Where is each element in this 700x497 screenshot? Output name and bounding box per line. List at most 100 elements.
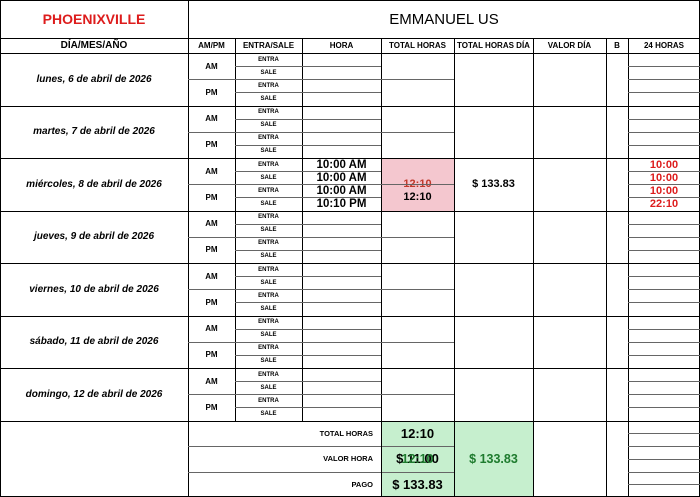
- h24-value: [628, 79, 700, 92]
- grid-line: [188, 471, 454, 473]
- grid-line: [235, 184, 381, 186]
- h24-value: [628, 145, 700, 158]
- employee-name: EMMANUEL US: [389, 10, 499, 28]
- grid-line: [0, 53, 700, 55]
- entra-label: ENTRA: [258, 345, 279, 352]
- h24-value: 10:00: [649, 171, 679, 184]
- grid-line: [628, 249, 700, 251]
- grid-line: [188, 131, 235, 133]
- grid-line: [381, 131, 454, 133]
- grid-line: [188, 289, 235, 291]
- summary-hour-rate-label: VALOR HORA: [323, 454, 373, 464]
- sale-label: SALE: [260, 410, 277, 417]
- grid-line: [235, 197, 381, 199]
- sale-label: SALE: [260, 253, 277, 260]
- h24-value: [628, 106, 700, 119]
- location-title: PHOENIXVILLE: [42, 11, 146, 27]
- summary-total-hours-value: 12:10: [400, 425, 435, 441]
- hour-value: 10:00 AM: [316, 158, 367, 171]
- grid-line: [235, 38, 236, 421]
- hour-value: [302, 79, 381, 92]
- grid-line: [628, 171, 700, 172]
- entra-label: ENTRA: [258, 82, 279, 89]
- grid-line: [628, 197, 700, 199]
- h24-value: [628, 237, 700, 250]
- sale-label: SALE: [260, 122, 277, 129]
- grid-line: [628, 276, 700, 277]
- entra-label: ENTRA: [258, 161, 279, 168]
- h24-value: [628, 119, 700, 132]
- grid-line: [628, 236, 700, 238]
- day-date: domingo, 12 de abril de 2026: [25, 388, 163, 400]
- grid-line: [628, 184, 700, 186]
- column-header-ampm: AM/PM: [198, 41, 225, 50]
- grid-line: [0, 368, 700, 370]
- hour-value: 10:00 AM: [316, 184, 367, 197]
- h24-value: [628, 329, 700, 342]
- grid-line: [188, 184, 235, 186]
- grid-line: [0, 0, 700, 2]
- h24-value: [628, 263, 700, 276]
- am-label: AM: [205, 114, 218, 124]
- hour-value: [302, 368, 381, 381]
- day-date: sábado, 11 de abril de 2026: [29, 336, 159, 348]
- am-label: AM: [205, 376, 218, 386]
- column-header-date: DÍA/MES/AÑO: [60, 40, 128, 51]
- day-date: jueves, 9 de abril de 2026: [33, 231, 155, 243]
- grid-line: [188, 446, 454, 447]
- column-header-hora: HORA: [329, 41, 354, 50]
- hour-value: [302, 250, 381, 263]
- sale-label: SALE: [260, 358, 277, 365]
- grid-line: [188, 79, 235, 81]
- day-value: [454, 53, 533, 106]
- sale-label: SALE: [260, 200, 277, 207]
- hour-value: [302, 276, 381, 289]
- grid-line: [235, 118, 381, 120]
- grid-line: [628, 341, 700, 343]
- am-label: AM: [205, 166, 218, 176]
- summary-total-hours-label: TOTAL HORAS: [319, 428, 373, 438]
- hour-value: [302, 132, 381, 145]
- day-value: [454, 211, 533, 264]
- week-total-hours: 12:10: [401, 451, 434, 466]
- grid-line: [0, 420, 700, 422]
- sale-label: SALE: [260, 95, 277, 102]
- hour-value: 10:10 PM: [316, 197, 367, 210]
- hour-value: [302, 237, 381, 250]
- grid-line: [235, 276, 381, 277]
- grid-line: [235, 394, 381, 396]
- am-label: AM: [205, 324, 218, 334]
- h24-value: 10:00: [649, 158, 679, 171]
- grid-line: [235, 341, 381, 343]
- grid-line: [235, 92, 381, 94]
- grid-line: [606, 38, 607, 421]
- grid-line: [381, 236, 454, 238]
- sale-label: SALE: [260, 227, 277, 234]
- h24-value: [628, 407, 700, 420]
- hour-value: [302, 119, 381, 132]
- h24-value: 22:10: [649, 197, 679, 210]
- grid-line: [533, 420, 534, 497]
- grid-line: [381, 341, 454, 343]
- sale-label: SALE: [260, 174, 277, 181]
- grid-line: [628, 79, 700, 81]
- h24-value: [628, 342, 700, 355]
- grid-line: [188, 236, 235, 238]
- hour-value: [302, 329, 381, 342]
- grid-line: [628, 328, 700, 330]
- week-hours-highlight: [381, 420, 454, 497]
- column-header-total-horas-dia: TOTAL HORAS DÍA: [457, 41, 530, 50]
- column-header-entra-sale: ENTRA/SALE: [242, 41, 295, 50]
- entra-label: ENTRA: [258, 109, 279, 116]
- grid-line: [628, 407, 700, 409]
- hour-value: [302, 92, 381, 105]
- grid-line: [0, 158, 700, 160]
- grid-line: [628, 394, 700, 396]
- grid-line: [628, 302, 700, 304]
- h24-value: [628, 276, 700, 289]
- grid-line: [235, 249, 381, 251]
- grid-line: [235, 236, 381, 238]
- grid-line: [188, 341, 235, 343]
- h24-value: [628, 302, 700, 315]
- day-date: lunes, 6 de abril de 2026: [36, 73, 152, 85]
